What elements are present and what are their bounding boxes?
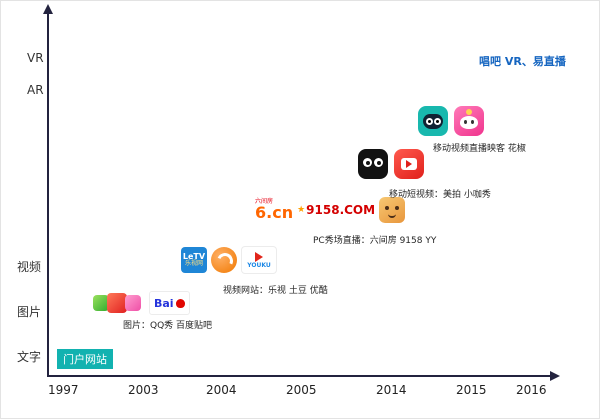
huajiao-eye-icon — [471, 120, 474, 124]
six-rooms-logo: 六间房 6.cn — [255, 199, 293, 221]
huajiao-eye-icon — [464, 120, 467, 124]
milestone-images-icons: Bai — [93, 291, 190, 315]
huajiao-face-icon — [460, 116, 478, 129]
huajiao-tuft-icon — [466, 109, 472, 115]
xiaokaxiu-eye-icon — [374, 158, 383, 167]
y-label-ar: AR — [27, 83, 44, 97]
x-label-2016: 2016 — [516, 383, 547, 397]
x-label-2005: 2005 — [286, 383, 317, 397]
xiaokaxiu-eye-icon — [363, 158, 372, 167]
youku-logo: YOUKU — [241, 246, 277, 274]
y-axis — [47, 13, 49, 376]
qq-show-green-icon — [93, 295, 109, 311]
y-label-image: 图片 — [17, 305, 42, 319]
tudou-logo-icon — [211, 247, 237, 273]
xiaokaxiu-app-icon — [358, 149, 388, 179]
baidu-logo: Bai — [149, 291, 190, 315]
milestone-mobile-live-caption: 移动视频直播映客 花椒 — [433, 144, 526, 154]
x-axis — [47, 375, 552, 377]
qq-show-red-icon — [107, 293, 127, 313]
yy-mascot-icon — [379, 197, 406, 223]
x-label-2003: 2003 — [128, 383, 159, 397]
milestone-mobile-short-video-icons — [358, 149, 424, 179]
yingke-eye-icon — [426, 118, 433, 125]
youku-logo-text: YOUKU — [247, 261, 271, 269]
9158-logo-text: 9158.COM — [306, 203, 376, 217]
y-label-video: 视频 — [17, 260, 42, 274]
meipai-app-icon — [394, 149, 424, 179]
yingke-eye-icon — [434, 118, 441, 125]
x-axis-arrow-icon — [550, 371, 560, 381]
milestone-portal-badge: 门户网站 — [57, 349, 113, 369]
x-label-2004: 2004 — [206, 383, 237, 397]
yingke-owl-icon — [423, 114, 443, 129]
six-rooms-logo-text: 6.cn — [255, 203, 294, 222]
x-label-2014: 2014 — [376, 383, 407, 397]
y-axis-arrow-icon — [43, 4, 53, 14]
milestone-images-caption: 图片：QQ秀 百度贴吧 — [123, 321, 213, 331]
x-label-2015: 2015 — [456, 383, 487, 397]
milestone-pc-live-icons: 六间房 6.cn ★ 9158.COM — [255, 197, 406, 223]
yy-eye-icon — [395, 206, 400, 210]
huajiao-app-icon — [454, 106, 484, 136]
milestone-mobile-live-icons — [418, 106, 484, 136]
yy-mouth-icon — [388, 212, 397, 218]
9158-logo: ★ 9158.COM — [297, 204, 375, 216]
milestone-pc-live-caption: PC秀场直播：六间房 9158 YY — [313, 236, 437, 246]
youku-play-icon — [255, 251, 263, 262]
six-rooms-logo-subtext: 六间房 — [255, 198, 274, 205]
baidu-logo-text: Bai — [154, 296, 174, 310]
y-label-vr: VR — [27, 51, 44, 65]
milestone-mobile-short-video-caption: 移动短视频：美拍 小咖秀 — [389, 190, 491, 200]
letv-logo-subtext: 乐视网 — [184, 260, 203, 267]
x-label-1997: 1997 — [48, 383, 79, 397]
meipai-camera-icon — [401, 158, 417, 170]
y-label-text: 文字 — [17, 350, 42, 364]
yingke-app-icon — [418, 106, 448, 136]
yy-eye-icon — [385, 206, 390, 210]
milestone-video-sites-caption: 视频网站：乐视 土豆 优酷 — [223, 286, 328, 296]
letv-logo: LeTV 乐视网 — [181, 247, 207, 273]
qq-show-pink-icon — [125, 295, 141, 311]
letv-logo-text: LeTV — [182, 252, 206, 261]
milestone-vr-live-label: 唱吧 VR、易直播 — [479, 55, 566, 68]
milestone-video-sites-icons: LeTV 乐视网 YOUKU — [181, 246, 277, 274]
baidu-paw-icon — [175, 298, 185, 308]
9158-star-icon: ★ — [297, 204, 306, 215]
